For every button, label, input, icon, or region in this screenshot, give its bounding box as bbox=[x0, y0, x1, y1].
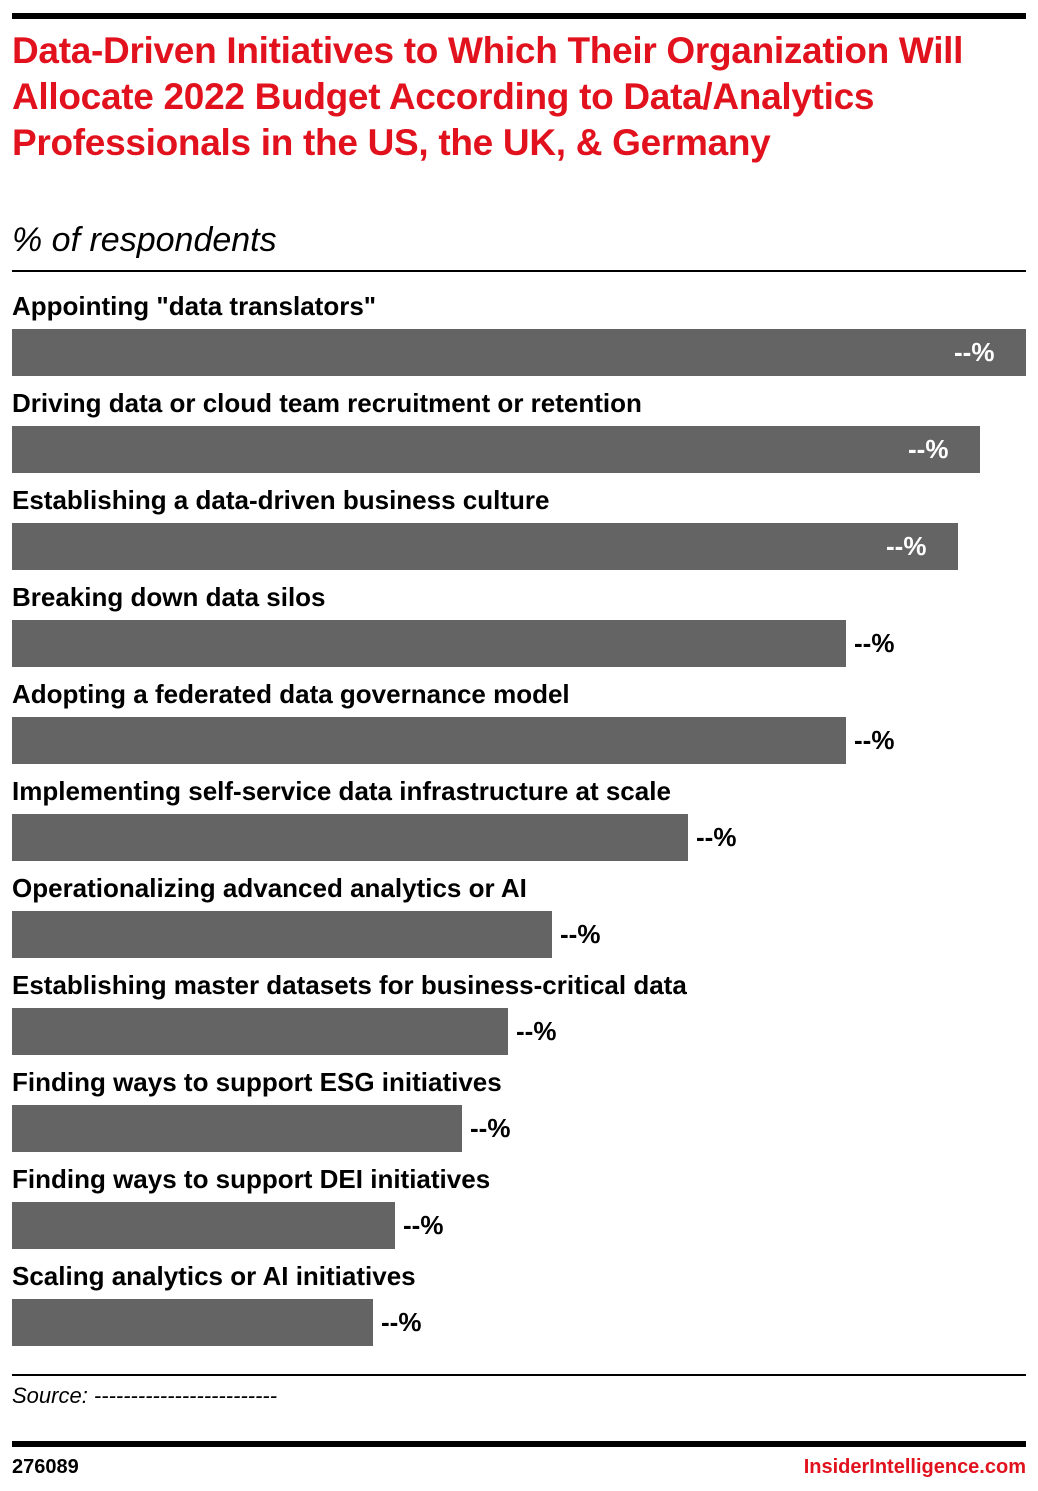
bar bbox=[12, 814, 688, 861]
category-label: Establishing master datasets for busines… bbox=[12, 970, 687, 1000]
brand-logo-text: InsiderIntelligence.com bbox=[803, 1456, 1026, 1478]
category-label: Implementing self-service data infrastru… bbox=[12, 776, 671, 806]
category-label: Operationalizing advanced analytics or A… bbox=[12, 873, 527, 903]
category-label: Establishing a data-driven business cult… bbox=[12, 485, 550, 515]
value-label: --% bbox=[381, 1307, 422, 1337]
top-rule bbox=[12, 13, 1026, 19]
value-label: --% bbox=[886, 531, 927, 561]
bar bbox=[12, 1105, 462, 1152]
bar-chart: Appointing "data translators" --% Driving … bbox=[0, 290, 1038, 1360]
bar bbox=[12, 717, 846, 764]
chart-id: 276089 bbox=[12, 1456, 79, 1478]
bar bbox=[12, 329, 1026, 376]
bottom-rule bbox=[12, 1441, 1026, 1447]
bar bbox=[12, 523, 958, 570]
bar bbox=[12, 911, 552, 958]
chart-subtitle: % of respondents bbox=[12, 221, 277, 259]
bar bbox=[12, 1008, 508, 1055]
value-label: --% bbox=[854, 725, 895, 755]
category-label: Adopting a federated data governance mod… bbox=[12, 679, 570, 709]
bar bbox=[12, 426, 980, 473]
bar bbox=[12, 1299, 373, 1346]
value-label: --% bbox=[470, 1113, 511, 1143]
value-label: --% bbox=[954, 337, 995, 367]
header-divider bbox=[12, 270, 1026, 272]
category-label: Driving data or cloud team recruitment o… bbox=[12, 388, 642, 418]
category-label: Breaking down data silos bbox=[12, 582, 326, 612]
value-label: --% bbox=[560, 919, 601, 949]
category-label: Finding ways to support ESG initiatives bbox=[12, 1067, 502, 1097]
value-label: --% bbox=[908, 434, 949, 464]
bar bbox=[12, 620, 846, 667]
value-label: --% bbox=[403, 1210, 444, 1240]
footer-divider bbox=[12, 1374, 1026, 1376]
category-label: Appointing "data translators" bbox=[12, 291, 377, 321]
bar bbox=[12, 1202, 395, 1249]
source-note: Source: ------------------------- bbox=[12, 1383, 278, 1408]
value-label: --% bbox=[854, 628, 895, 658]
value-label: --% bbox=[696, 822, 737, 852]
value-label: --% bbox=[516, 1016, 557, 1046]
category-label: Scaling analytics or AI initiatives bbox=[12, 1261, 416, 1291]
chart-title: Data-Driven Initiatives to Which Their O… bbox=[12, 30, 964, 163]
category-label: Finding ways to support DEI initiatives bbox=[12, 1164, 491, 1194]
